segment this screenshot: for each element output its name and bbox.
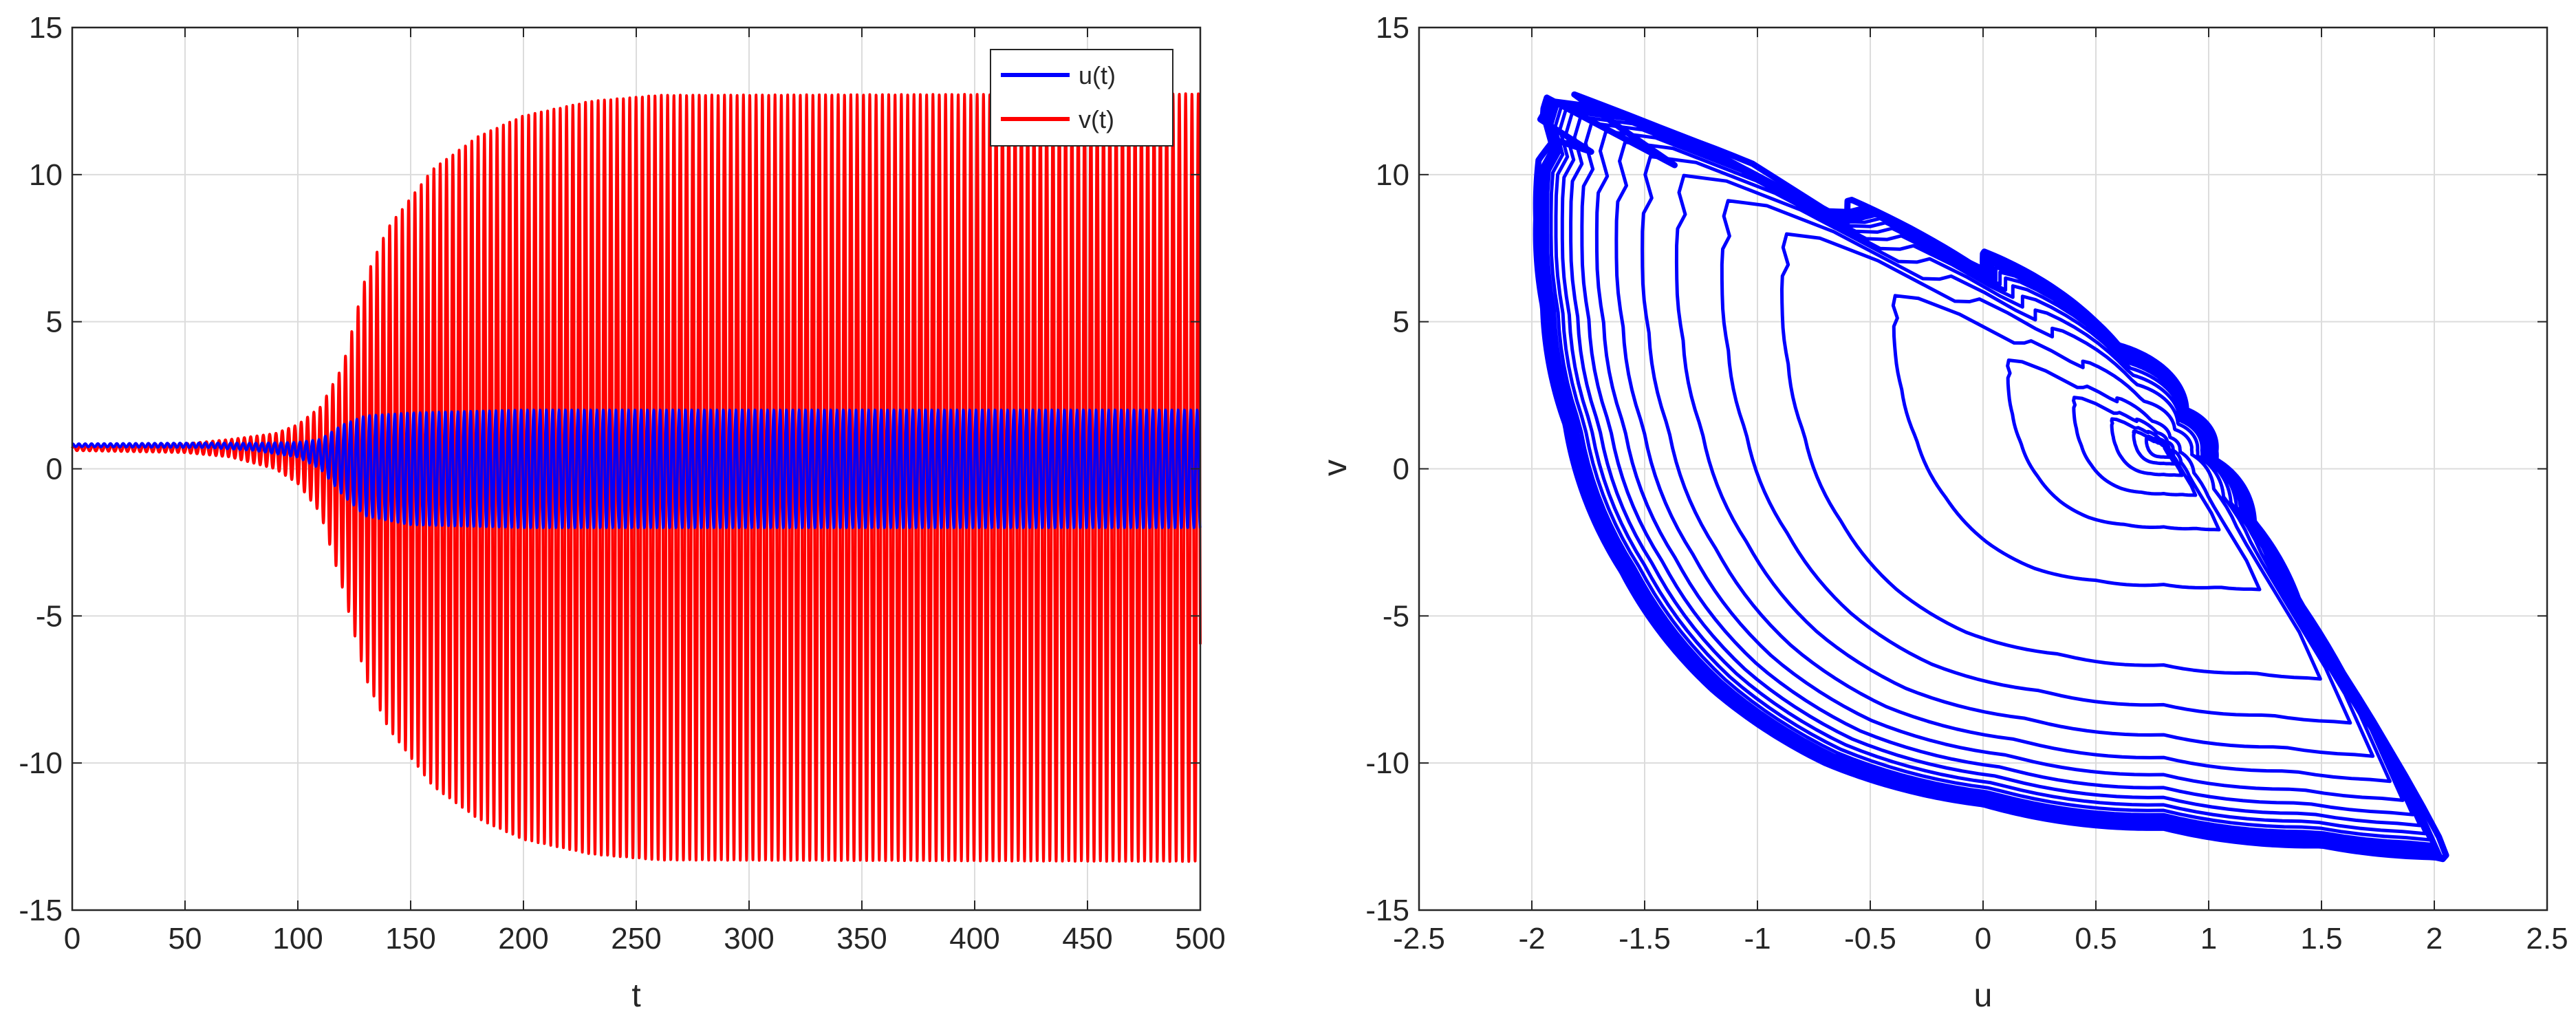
legend-label-v: v(t) [1079, 105, 1114, 133]
time-series-xtick-label: 300 [724, 922, 774, 956]
time-series-xtick-label: 450 [1062, 922, 1112, 956]
phase-portrait-xtick-label: -2 [1518, 922, 1545, 956]
phase-portrait-xtick-label: -1.5 [1619, 922, 1671, 956]
time-series-ytick-label: -5 [36, 599, 63, 633]
phase-portrait-xtick-label: 2 [2426, 922, 2443, 956]
phase-portrait-xtick-label: 2.5 [2526, 922, 2568, 956]
time-series-xtick-label: 500 [1175, 922, 1225, 956]
time-series-ytick-label: -10 [19, 746, 63, 780]
time-series-ytick-label: -15 [19, 894, 63, 927]
phase-portrait-xtick-label: -1 [1744, 922, 1771, 956]
time-series-plot: 0 50 100 150 200 250 300 350 400 450 500 -15 -10 -5 0 5… [19, 11, 1225, 1014]
time-series-data [71, 92, 1202, 863]
time-series-xtick-label: 350 [836, 922, 887, 956]
phase-portrait-ylabel: v [1317, 460, 1354, 476]
time-series-xtick-label: 150 [385, 922, 435, 956]
time-series-ticks: 0 50 100 150 200 250 300 350 400 450 500 -15 -10 -5 0 5… [19, 11, 1225, 956]
time-series-xtick-label: 100 [272, 922, 323, 956]
phase-portrait-ticks: -2.5 -2 -1.5 -1 -0.5 0 0.5 1 1.5 2 2.5 -15 -10 -5 0 5 10… [1365, 11, 2568, 956]
phase-portrait-ytick-label: -5 [1383, 599, 1409, 633]
legend: u(t) v(t) [990, 49, 1173, 147]
phase-portrait-ytick-label: 0 [1393, 453, 1409, 486]
time-series-xtick-label: 400 [949, 922, 999, 956]
time-series-xlabel: t [631, 978, 640, 1014]
phase-trajectory [1538, 98, 2443, 859]
phase-portrait-xtick-label: 0 [1975, 922, 1991, 956]
legend-label-u: u(t) [1079, 61, 1116, 89]
phase-portrait-xtick-label: -0.5 [1844, 922, 1896, 956]
phase-portrait-xlabel: u [1974, 978, 1993, 1014]
phase-portrait-ytick-label: 10 [1376, 158, 1409, 192]
time-series-ytick-label: 15 [29, 11, 63, 45]
time-series-xtick-label: 250 [611, 922, 661, 956]
time-series-ytick-label: 10 [29, 158, 63, 192]
time-series-xtick-label: 200 [498, 922, 548, 956]
time-series-ytick-label: 5 [46, 305, 63, 339]
phase-portrait-ytick-label: -15 [1365, 894, 1409, 927]
time-series-ytick-label: 0 [46, 453, 63, 486]
time-series-xtick-label: 0 [64, 922, 80, 956]
series-line-u [71, 408, 1202, 530]
phase-portrait-xtick-label: 1.5 [2300, 922, 2342, 956]
phase-portrait-xtick-label: -2.5 [1393, 922, 1445, 956]
limit-cycle [1533, 91, 2449, 863]
phase-portrait-xtick-label: 0.5 [2075, 922, 2117, 956]
phase-portrait-ytick-label: 5 [1393, 305, 1409, 339]
series-line-v [71, 92, 1202, 863]
legend-box [990, 49, 1173, 147]
phase-portrait-data [1533, 91, 2449, 863]
phase-portrait-plot: -2.5 -2 -1.5 -1 -0.5 0 0.5 1 1.5 2 2.5 -15 -10 -5 0 5 10… [1317, 11, 2568, 1014]
phase-portrait-xtick-label: 1 [2200, 922, 2217, 956]
time-series-xtick-label: 50 [169, 922, 202, 956]
phase-portrait-ytick-label: 15 [1376, 11, 1409, 45]
phase-portrait-ytick-label: -10 [1365, 746, 1409, 780]
